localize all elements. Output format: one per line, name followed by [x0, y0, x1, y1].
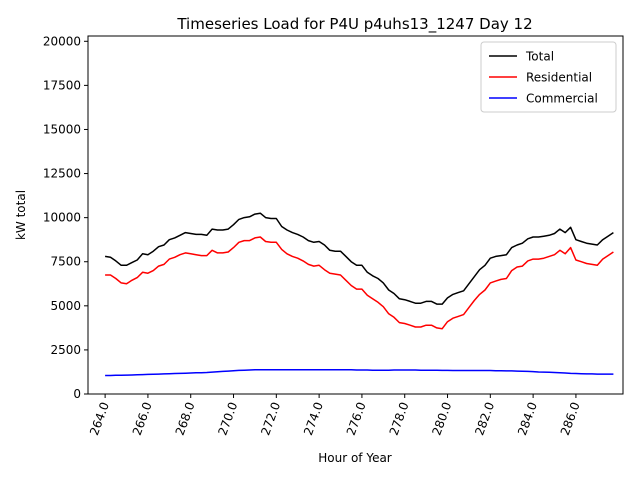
legend-label-total: Total: [525, 50, 554, 64]
y-axis-label: kW total: [14, 190, 28, 240]
legend: Total Residential Commercial: [480, 41, 617, 113]
x-tick-label: 270.0: [215, 400, 240, 437]
y-tick-label: 2500: [50, 343, 81, 357]
x-tick-label: 276.0: [344, 400, 369, 437]
y-tick-label: 15000: [43, 122, 81, 136]
legend-label-residential: Residential: [526, 71, 592, 85]
y-axis: 0 2500 5000 7500 10000 12500 15000 17500 20000: [43, 34, 88, 401]
plot-lines: [104, 212, 614, 377]
x-axis: 264.0 266.0 268.0 270.0 272.0 274.0 276.0 278.0…: [87, 394, 583, 437]
y-tick-label: 10000: [43, 211, 81, 225]
y-tick-label: 7500: [50, 255, 81, 269]
legend-box: [480, 41, 617, 113]
y-tick-label: 20000: [43, 34, 81, 48]
x-tick-label: 274.0: [301, 400, 326, 437]
chart-title: Timeseries Load for P4U p4uhs13_1247 Day…: [176, 15, 532, 34]
series-line-residential: [105, 236, 614, 330]
x-tick-label: 264.0: [87, 400, 112, 437]
x-tick-label: 284.0: [515, 400, 540, 437]
plot-frame: [87, 35, 624, 395]
x-tick-label: 280.0: [429, 400, 454, 437]
legend-label-commercial: Commercial: [526, 92, 598, 106]
y-tick-label: 0: [73, 387, 81, 401]
y-tick-label: 12500: [43, 167, 81, 181]
y-tick-label: 17500: [43, 78, 81, 92]
x-tick-label: 266.0: [130, 400, 155, 437]
x-tick-label: 286.0: [558, 400, 583, 437]
x-tick-label: 282.0: [472, 400, 497, 437]
x-tick-label: 278.0: [387, 400, 412, 437]
x-axis-label: Hour of Year: [318, 451, 392, 465]
x-tick-label: 268.0: [173, 400, 198, 437]
series-line-commercial: [105, 368, 614, 377]
x-tick-label: 272.0: [258, 400, 283, 437]
y-tick-label: 5000: [50, 299, 81, 313]
series-line-total: [104, 212, 614, 305]
